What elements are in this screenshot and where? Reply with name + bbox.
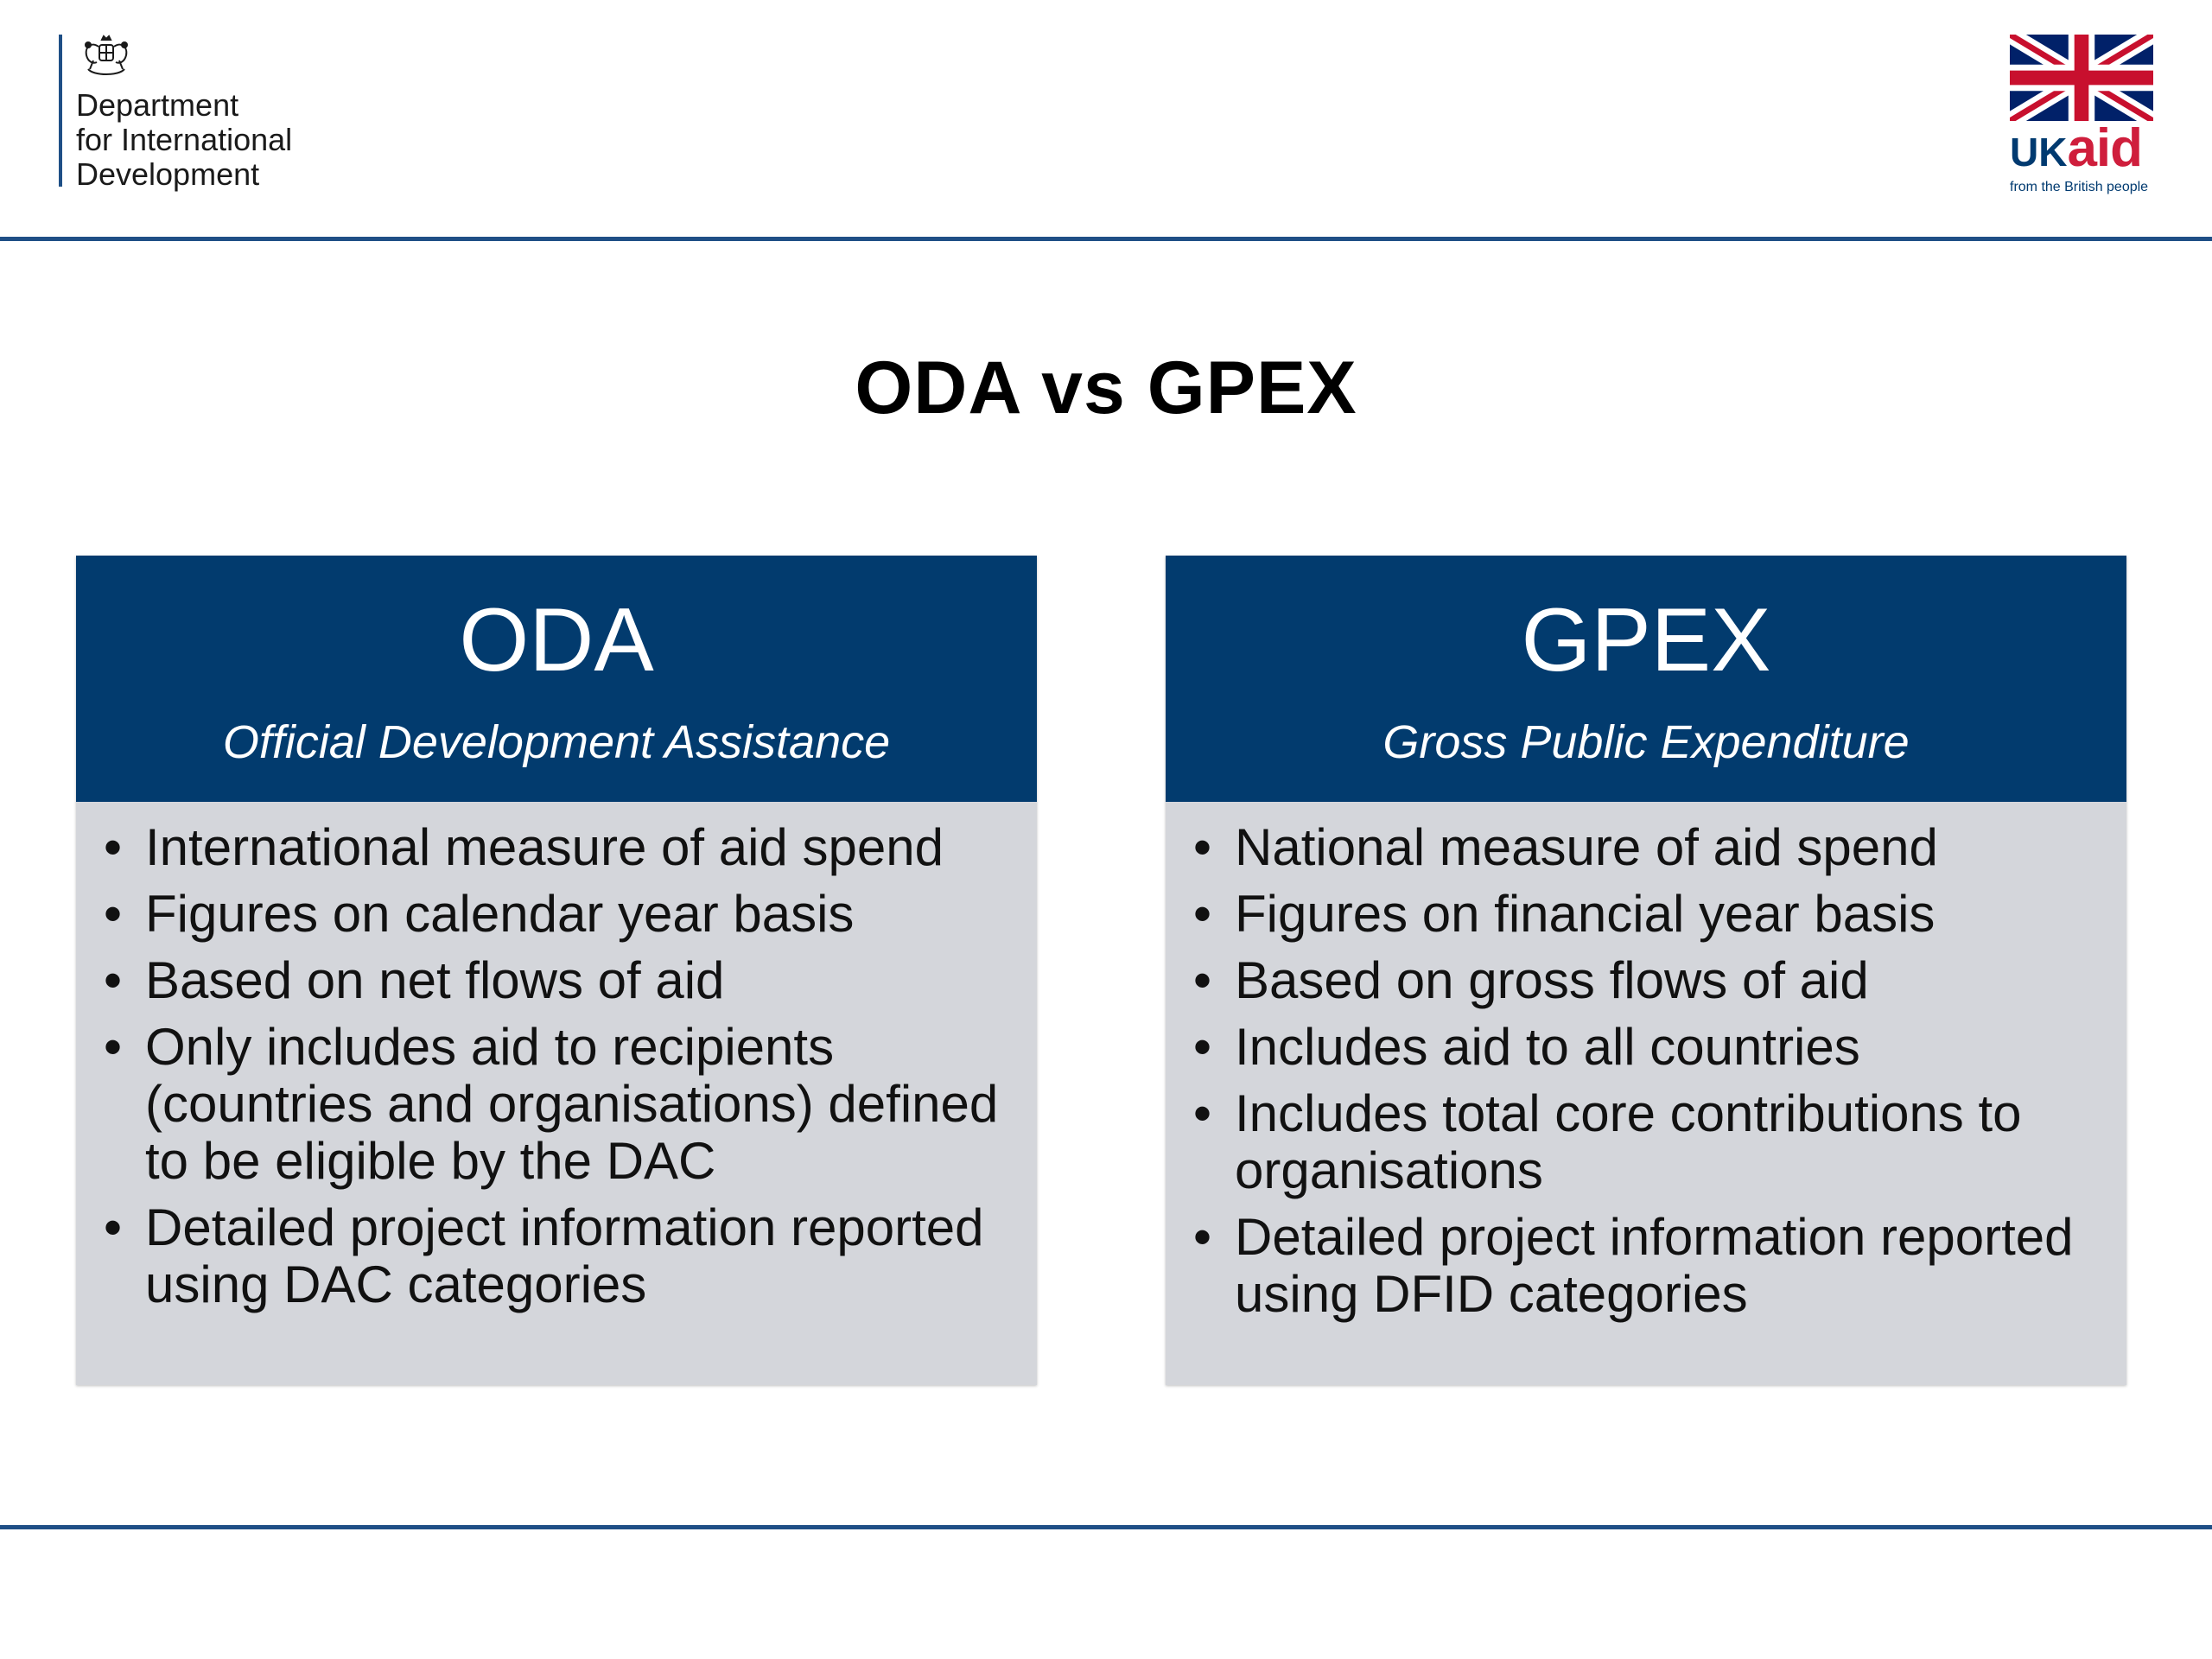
dfid-logo: Department for International Development [59,35,292,192]
gpex-bullet-item: National measure of aid spend [1193,819,2101,877]
slide-title: ODA vs GPEX [855,346,1357,429]
gpex-bullet-item: Includes total core contributions to org… [1193,1085,2101,1199]
gpex-card-subtitle: Gross Public Expenditure [1382,716,1910,768]
gpex-card-header: GPEX Gross Public Expenditure [1166,556,2126,802]
ukaid-tagline: from the British people [2010,180,2149,194]
oda-bullet-item: Detailed project information reported us… [104,1199,1011,1313]
oda-card-subtitle: Official Development Assistance [222,716,891,768]
ukaid-logo: UKaid from the British people [2010,35,2157,195]
oda-bullet-item: International measure of aid spend [104,819,1011,877]
department-name: Department for International Development [76,88,292,192]
department-name-line-3: Development [76,156,260,192]
ukaid-uk-text: UK [2010,130,2068,175]
oda-bullet-item: Figures on calendar year basis [104,886,1011,944]
oda-card-header: ODA Official Development Assistance [76,556,1037,802]
ukaid-aid-text: aid [2067,118,2143,178]
slide-header: Department for International Development… [0,0,2212,238]
oda-card: ODA Official Development Assistance Inte… [76,556,1037,1385]
footer-divider [0,1525,2212,1529]
gpex-bullet-item: Includes aid to all countries [1193,1019,2101,1077]
union-jack-flag-icon [2010,35,2153,121]
gpex-bullet-item: Figures on financial year basis [1193,886,2101,944]
gpex-card: GPEX Gross Public Expenditure National m… [1166,556,2126,1385]
oda-bullet-item: Based on net flows of aid [104,952,1011,1010]
oda-bullet-item: Only includes aid to recipients (countri… [104,1019,1011,1190]
royal-crest-icon [85,35,128,75]
header-divider [0,237,2212,241]
gpex-bullet-item: Detailed project information reported us… [1193,1209,2101,1323]
oda-bullet-list: International measure of aid spend Figur… [76,802,1037,1313]
gpex-bullet-list: National measure of aid spend Figures on… [1166,802,2126,1323]
gpex-card-title: GPEX [1521,590,1771,690]
oda-card-title: ODA [459,590,654,690]
department-name-line-1: Department [76,87,239,123]
gpex-bullet-item: Based on gross flows of aid [1193,952,2101,1010]
department-name-line-2: for International [76,122,293,157]
ukaid-wordmark: UKaid [2010,121,2157,180]
